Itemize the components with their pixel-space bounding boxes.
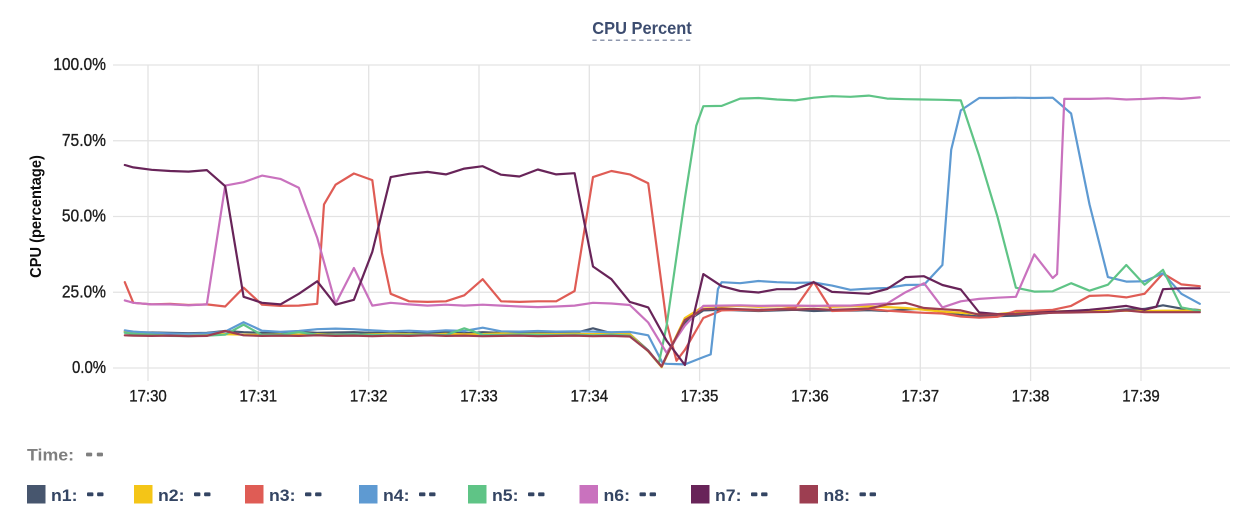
svg-text:Time:: Time: [27, 447, 74, 465]
svg-text:n1:: n1: [51, 486, 78, 505]
svg-text:n4:: n4: [383, 486, 410, 505]
svg-text:17:31: 17:31 [240, 387, 278, 406]
svg-text:17:32: 17:32 [350, 387, 388, 406]
svg-text:0.0%: 0.0% [72, 357, 106, 377]
svg-text:n7:: n7: [715, 486, 742, 505]
svg-text:17:37: 17:37 [902, 387, 940, 406]
svg-text:17:39: 17:39 [1122, 387, 1160, 406]
svg-text:n8:: n8: [824, 486, 851, 505]
svg-text:17:35: 17:35 [681, 387, 719, 406]
svg-text:17:33: 17:33 [460, 387, 498, 406]
svg-text:CPU (percentage): CPU (percentage) [28, 155, 45, 278]
svg-text:17:30: 17:30 [129, 387, 167, 406]
svg-text:17:34: 17:34 [571, 387, 609, 406]
svg-text:50.0%: 50.0% [62, 206, 106, 226]
svg-text:n5:: n5: [492, 486, 519, 505]
svg-text:17:36: 17:36 [791, 387, 829, 406]
svg-text:n3:: n3: [269, 486, 296, 505]
svg-text:100.0%: 100.0% [53, 54, 106, 74]
svg-text:n6:: n6: [604, 486, 631, 505]
svg-text:75.0%: 75.0% [62, 130, 106, 150]
svg-text:n2:: n2: [158, 486, 185, 505]
svg-text:CPU Percent: CPU Percent [592, 18, 692, 38]
svg-text:17:38: 17:38 [1012, 387, 1050, 406]
svg-text:25.0%: 25.0% [62, 281, 106, 301]
